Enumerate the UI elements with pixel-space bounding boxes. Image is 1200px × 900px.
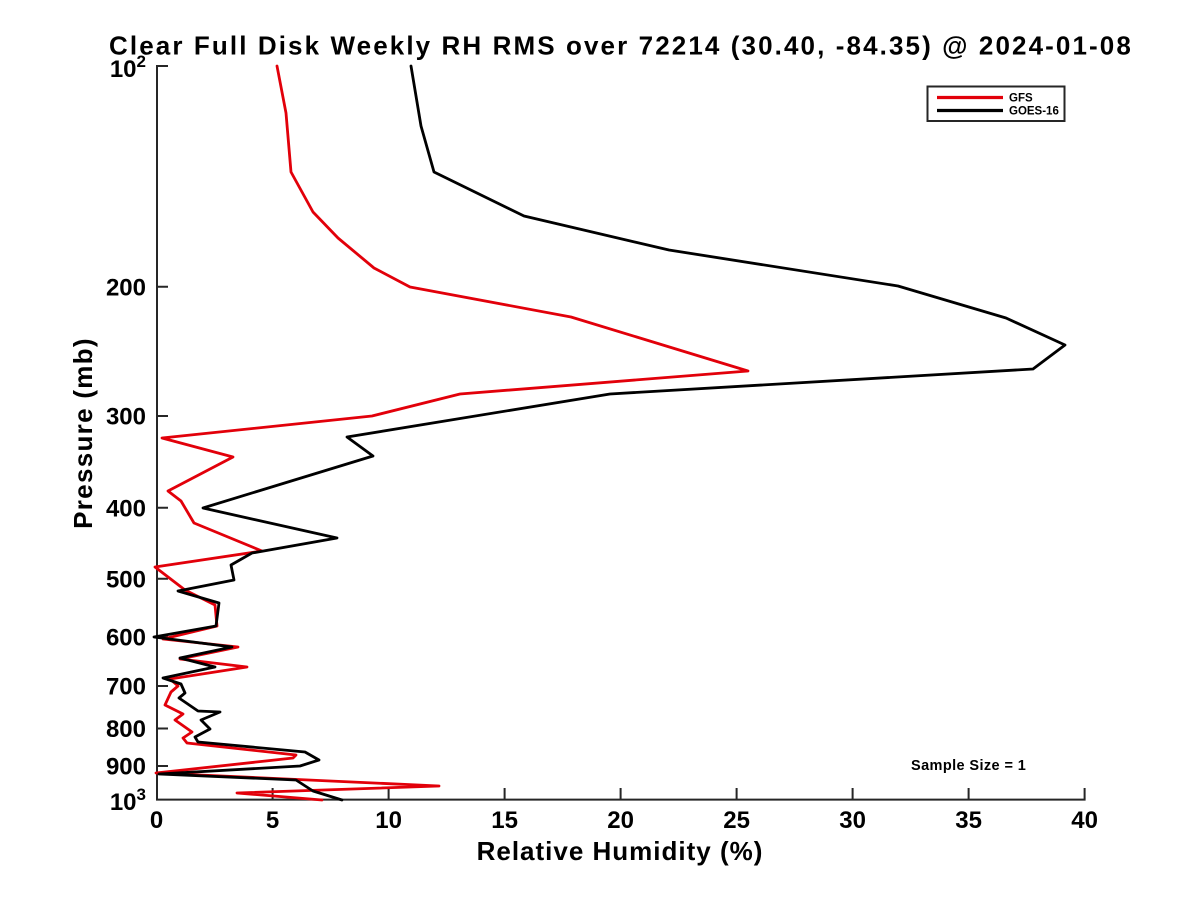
svg-text:700: 700 <box>106 674 146 701</box>
svg-text:900: 900 <box>106 754 146 781</box>
svg-text:35: 35 <box>955 807 982 834</box>
svg-text:15: 15 <box>491 807 518 834</box>
svg-text:200: 200 <box>106 274 146 301</box>
svg-text:Pressure (mb): Pressure (mb) <box>68 337 98 529</box>
svg-text:400: 400 <box>106 495 146 522</box>
svg-text:103: 103 <box>110 785 146 816</box>
svg-text:Relative Humidity (%): Relative Humidity (%) <box>477 836 764 866</box>
svg-text:800: 800 <box>106 716 146 743</box>
svg-text:Sample Size = 1: Sample Size = 1 <box>911 758 1026 774</box>
svg-text:20: 20 <box>607 807 634 834</box>
svg-text:5: 5 <box>266 807 279 834</box>
svg-text:10: 10 <box>375 807 402 834</box>
svg-text:Clear Full Disk Weekly RH RMS: Clear Full Disk Weekly RH RMS over 72214… <box>109 31 1133 61</box>
svg-text:25: 25 <box>723 807 750 834</box>
svg-text:0: 0 <box>150 807 163 834</box>
svg-text:500: 500 <box>106 566 146 593</box>
svg-text:300: 300 <box>106 404 146 431</box>
svg-text:102: 102 <box>110 52 146 83</box>
svg-text:40: 40 <box>1071 807 1098 834</box>
svg-text:GFS: GFS <box>1009 93 1033 105</box>
svg-text:30: 30 <box>839 807 866 834</box>
svg-text:600: 600 <box>106 625 146 652</box>
svg-text:GOES-16: GOES-16 <box>1009 106 1059 118</box>
